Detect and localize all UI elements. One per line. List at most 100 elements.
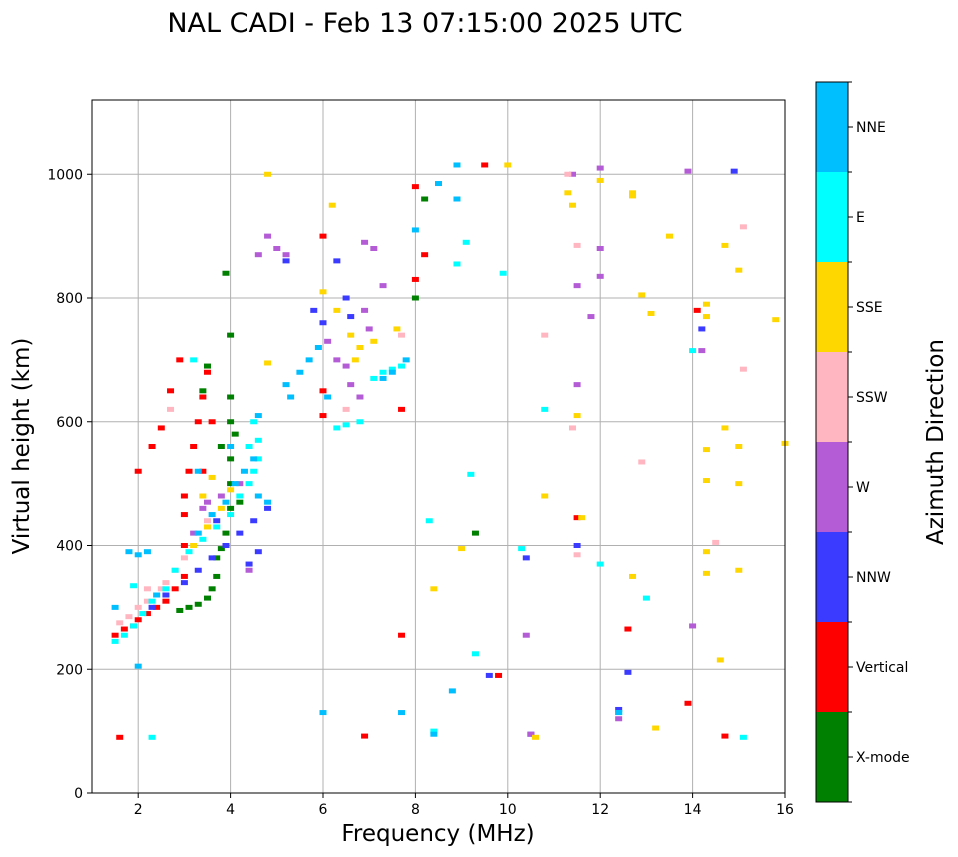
data-point — [624, 626, 632, 632]
data-point — [208, 474, 216, 480]
data-point — [111, 632, 119, 638]
data-point — [250, 518, 258, 524]
data-point — [153, 604, 161, 610]
data-point — [361, 733, 369, 739]
data-point — [319, 710, 327, 716]
data-point — [199, 536, 207, 542]
data-point — [213, 555, 221, 561]
data-point — [240, 468, 248, 474]
data-point — [204, 595, 211, 601]
data-point — [116, 734, 124, 740]
data-point — [541, 493, 549, 499]
data-point — [698, 348, 706, 354]
colorbar-segment — [816, 352, 848, 442]
data-point — [250, 419, 258, 425]
data-point — [564, 190, 572, 196]
colorbar-segment — [816, 172, 848, 262]
data-point — [222, 530, 230, 536]
data-point — [568, 425, 576, 431]
data-point — [148, 734, 156, 740]
data-point — [254, 549, 262, 555]
data-point — [411, 276, 419, 282]
data-point — [735, 567, 743, 573]
data-point — [333, 258, 341, 264]
data-point — [287, 394, 295, 400]
data-point — [347, 332, 355, 338]
data-point — [698, 326, 706, 332]
data-point — [365, 326, 373, 332]
colorbar-tick-label: X-mode — [856, 750, 910, 766]
data-point — [421, 196, 429, 202]
data-point — [227, 444, 235, 449]
data-point — [245, 567, 253, 573]
data-point — [162, 580, 170, 586]
data-point — [208, 512, 216, 518]
data-point — [485, 672, 493, 678]
x-tick-label: 14 — [684, 802, 702, 818]
data-point — [596, 177, 604, 183]
data-point — [162, 586, 170, 592]
colorbar-segment — [816, 532, 848, 622]
data-point — [148, 598, 156, 604]
data-point — [430, 728, 438, 734]
colorbar-tick-label: NNE — [856, 120, 886, 136]
data-point — [702, 314, 710, 320]
data-point — [689, 348, 697, 354]
data-point — [689, 623, 697, 629]
data-point — [615, 716, 623, 722]
data-point — [467, 471, 475, 477]
data-point — [231, 481, 239, 487]
data-point — [573, 552, 581, 558]
data-point — [227, 487, 235, 493]
data-point — [596, 561, 604, 567]
data-point — [204, 363, 211, 369]
data-point — [596, 246, 604, 251]
data-point — [208, 419, 216, 425]
data-point — [652, 725, 660, 731]
colorbar-tick-label: E — [856, 210, 865, 226]
data-point — [739, 224, 747, 230]
data-point — [596, 273, 604, 279]
data-point — [342, 295, 350, 301]
y-tick-label: 0 — [74, 786, 83, 802]
data-point — [125, 549, 133, 555]
data-point — [236, 493, 244, 499]
data-point — [629, 193, 637, 199]
colorbar-segment — [816, 712, 848, 802]
y-tick-label: 200 — [56, 662, 83, 678]
data-point — [421, 252, 429, 258]
x-tick-label: 6 — [319, 802, 328, 818]
data-point — [273, 246, 281, 251]
data-point — [573, 543, 581, 548]
colorbar-segment — [816, 82, 848, 172]
data-point — [180, 573, 188, 579]
data-point — [522, 555, 530, 561]
data-point — [185, 549, 193, 555]
azimuth-colorbar: X-mode Vertical NNW W SSW SSE E NNE — [815, 81, 910, 803]
data-point — [425, 518, 433, 524]
data-point — [388, 366, 396, 372]
data-point — [227, 505, 235, 511]
data-point — [453, 261, 461, 267]
data-point — [190, 444, 198, 449]
data-point — [684, 700, 692, 706]
colorbar-segment — [816, 442, 848, 532]
data-point — [666, 233, 673, 239]
data-point — [615, 706, 623, 712]
data-point — [564, 171, 572, 177]
data-point — [236, 499, 244, 505]
data-point — [194, 601, 202, 607]
data-point — [319, 388, 327, 394]
data-point — [116, 620, 124, 626]
data-point — [254, 437, 262, 443]
data-point — [356, 419, 364, 425]
data-point — [171, 567, 179, 573]
data-point — [217, 493, 225, 499]
data-point — [217, 546, 225, 552]
data-point — [499, 270, 507, 276]
data-point — [522, 632, 530, 638]
data-point — [227, 332, 235, 338]
data-point — [125, 614, 133, 620]
data-point — [185, 604, 193, 610]
